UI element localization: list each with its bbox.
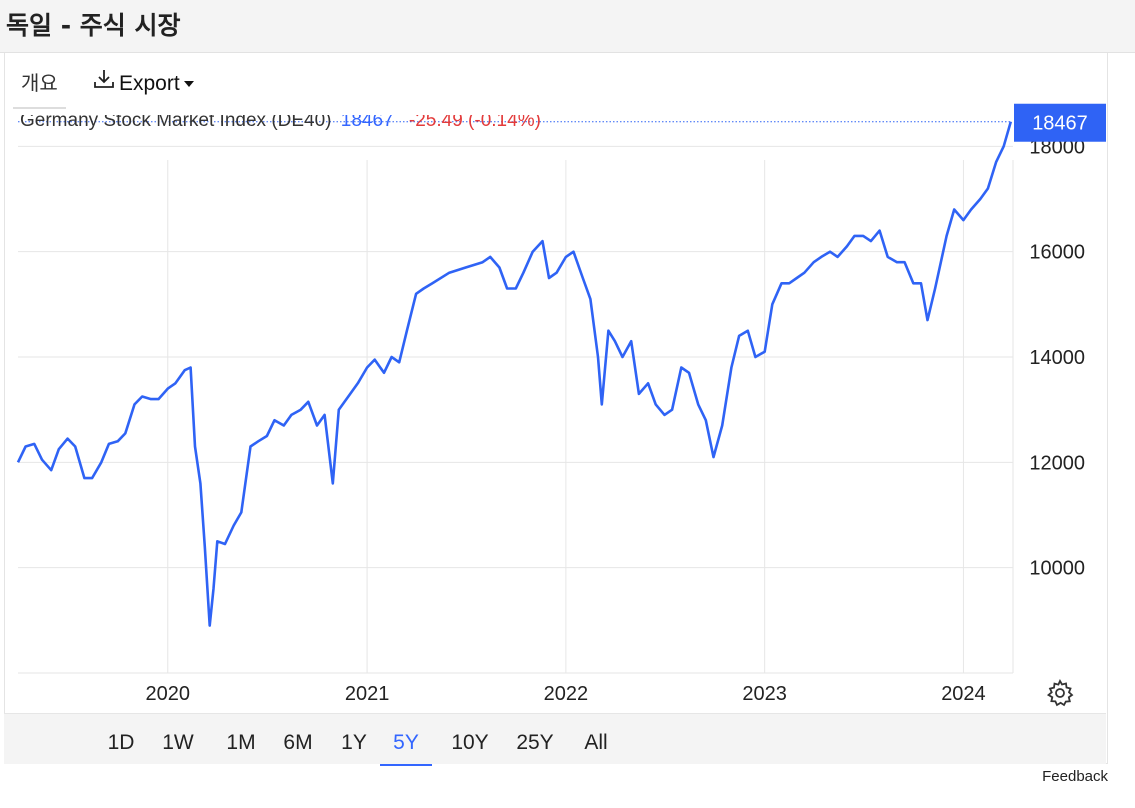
range-button-1w[interactable]: 1W	[162, 731, 194, 754]
feedback-link[interactable]: Feedback	[1042, 768, 1108, 785]
legend-value: 18467	[340, 110, 394, 131]
gear-icon[interactable]	[1046, 679, 1074, 711]
series-line	[16, 121, 1013, 627]
title-bar: 독일 - 주식 시장	[0, 0, 1135, 53]
chart-toolbar: 개요 Export	[5, 53, 1107, 113]
x-tick-label: 2024	[941, 683, 986, 705]
page-title: 독일 - 주식 시장	[6, 11, 181, 40]
range-button-1y[interactable]: 1Y	[341, 731, 367, 754]
legend-series-name: Germany Stock Market Index (DE40)	[20, 110, 332, 131]
last-value-badge	[1014, 103, 1106, 142]
x-tick-label: 2022	[544, 683, 589, 705]
export-button[interactable]: Export	[93, 65, 194, 103]
chart-last-value: 18467	[18, 103, 1106, 142]
y-tick-label: 14000	[1029, 347, 1085, 369]
chart-ticks: 10000 12000 14000 16000 18000 2020 2021 2022 202…	[146, 136, 1085, 705]
range-selector: 1D 1W 1M 6M 1Y 5Y 10Y 25Y All	[4, 713, 1106, 766]
chart-grid	[18, 145, 1014, 674]
y-tick-label: 16000	[1029, 242, 1085, 264]
x-tick-label: 2021	[345, 683, 390, 705]
y-tick-label: 12000	[1029, 452, 1085, 474]
range-button-1d[interactable]: 1D	[107, 731, 135, 754]
range-button-10y[interactable]: 10Y	[451, 731, 489, 754]
y-tick-label: 10000	[1029, 558, 1085, 580]
range-button-25y[interactable]: 25Y	[516, 731, 554, 754]
chart-series	[16, 121, 1013, 627]
chevron-down-icon	[183, 81, 194, 88]
last-value-label: 18467	[1032, 113, 1088, 135]
tab-overview[interactable]: 개요	[13, 63, 66, 109]
chart-legend: Germany Stock Market Index (DE40) 18467 …	[20, 110, 541, 132]
export-label: Export	[119, 72, 180, 95]
range-button-6m[interactable]: 6M	[283, 731, 313, 754]
legend-change: -25.49 (-0.14%)	[408, 110, 541, 131]
download-icon	[93, 65, 115, 103]
y-tick-label: 18000	[1029, 136, 1085, 158]
chart-panel: 개요 Export	[4, 53, 1108, 764]
x-tick-label: 2020	[146, 683, 191, 705]
range-button-5y[interactable]: 5Y	[380, 728, 432, 766]
range-button-1m[interactable]: 1M	[226, 731, 256, 754]
x-tick-label: 2023	[742, 683, 787, 705]
range-button-all[interactable]: All	[584, 731, 608, 754]
